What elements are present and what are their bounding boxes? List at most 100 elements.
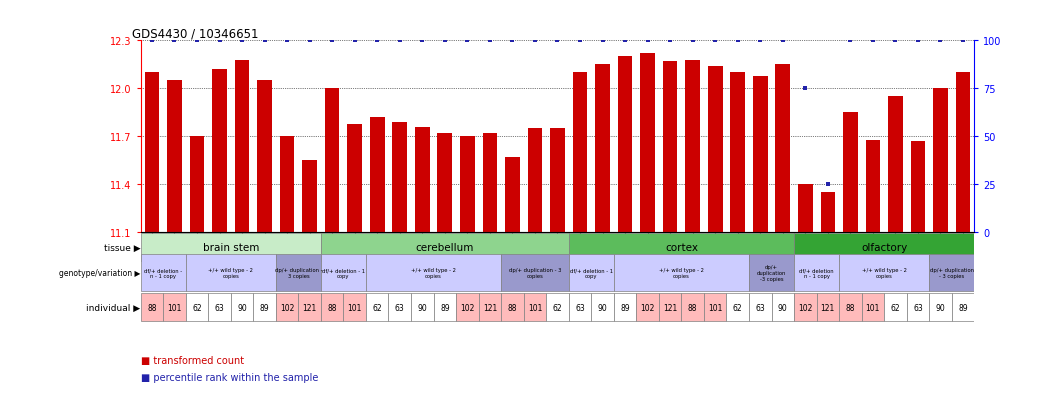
Bar xyxy=(213,70,227,233)
Point xyxy=(594,38,611,45)
Text: df/+ deletion - 1
copy: df/+ deletion - 1 copy xyxy=(570,268,613,279)
Bar xyxy=(546,293,569,322)
Bar xyxy=(775,65,790,233)
Bar xyxy=(569,254,614,292)
Bar xyxy=(888,97,902,233)
Bar xyxy=(253,293,276,322)
Bar xyxy=(433,293,456,322)
Text: 102: 102 xyxy=(798,303,813,312)
Text: 63: 63 xyxy=(395,303,404,312)
Text: 102: 102 xyxy=(461,303,474,312)
Bar xyxy=(257,81,272,233)
Text: 88: 88 xyxy=(147,303,156,312)
Bar xyxy=(749,293,771,322)
Text: ■ transformed count: ■ transformed count xyxy=(141,355,244,365)
Bar xyxy=(591,293,614,322)
Point xyxy=(685,38,701,45)
Point xyxy=(301,38,318,45)
Point xyxy=(662,38,678,45)
Point xyxy=(706,38,723,45)
Text: 62: 62 xyxy=(192,303,202,312)
Bar xyxy=(393,123,407,233)
Bar xyxy=(524,293,546,322)
Text: individual ▶: individual ▶ xyxy=(86,303,141,312)
Bar xyxy=(325,89,340,233)
Point xyxy=(774,38,791,45)
Bar xyxy=(302,161,317,233)
Bar xyxy=(276,254,321,292)
Text: 88: 88 xyxy=(846,303,855,312)
Text: dp/+ duplication
- 3 copies: dp/+ duplication - 3 copies xyxy=(929,268,973,279)
Bar xyxy=(862,293,885,322)
Text: 121: 121 xyxy=(821,303,835,312)
Bar xyxy=(907,293,929,322)
Bar xyxy=(167,81,181,233)
Bar xyxy=(934,89,948,233)
Bar xyxy=(749,254,794,292)
Text: 63: 63 xyxy=(755,303,765,312)
Point xyxy=(346,38,363,45)
Text: 90: 90 xyxy=(936,303,945,312)
Bar xyxy=(640,54,655,233)
Bar xyxy=(637,293,659,322)
Point xyxy=(212,38,228,45)
Text: tissue ▶: tissue ▶ xyxy=(103,243,141,252)
Bar xyxy=(185,254,276,292)
Bar xyxy=(456,293,478,322)
Bar xyxy=(951,293,974,322)
Point xyxy=(460,38,476,45)
Point xyxy=(887,38,903,45)
Bar xyxy=(614,293,637,322)
Text: 102: 102 xyxy=(280,303,294,312)
Text: 62: 62 xyxy=(733,303,743,312)
Point xyxy=(572,38,589,45)
Text: 121: 121 xyxy=(302,303,317,312)
Text: 90: 90 xyxy=(778,303,788,312)
Bar xyxy=(839,254,929,292)
Text: brain stem: brain stem xyxy=(202,243,259,253)
Bar xyxy=(573,73,588,233)
Bar xyxy=(885,293,907,322)
Bar xyxy=(798,185,813,233)
Bar xyxy=(501,293,524,322)
Bar xyxy=(208,293,230,322)
Bar xyxy=(141,293,164,322)
Text: 62: 62 xyxy=(891,303,900,312)
Point xyxy=(933,38,949,45)
Text: 121: 121 xyxy=(482,303,497,312)
Text: +/+ wild type - 2
copies: +/+ wild type - 2 copies xyxy=(208,268,253,279)
Bar xyxy=(726,293,749,322)
Text: 101: 101 xyxy=(708,303,722,312)
Point xyxy=(256,38,273,45)
Text: cortex: cortex xyxy=(665,243,698,253)
Point xyxy=(481,38,498,45)
Point xyxy=(797,86,814,93)
Bar xyxy=(569,293,591,322)
Bar xyxy=(866,140,880,233)
Bar xyxy=(230,293,253,322)
Text: 63: 63 xyxy=(215,303,224,312)
Point xyxy=(166,38,182,45)
Text: 88: 88 xyxy=(327,303,337,312)
Bar xyxy=(794,254,839,292)
Text: 89: 89 xyxy=(959,303,968,312)
Text: dp/+
duplication
-3 copies: dp/+ duplication -3 copies xyxy=(756,264,787,282)
Text: df/+ deletion
n - 1 copy: df/+ deletion n - 1 copy xyxy=(799,268,834,279)
Text: 89: 89 xyxy=(620,303,629,312)
Point xyxy=(414,38,430,45)
Bar xyxy=(321,293,344,322)
Text: 101: 101 xyxy=(527,303,542,312)
Text: 62: 62 xyxy=(372,303,382,312)
Text: 102: 102 xyxy=(641,303,654,312)
Text: 101: 101 xyxy=(168,303,181,312)
Bar xyxy=(185,293,208,322)
Text: 89: 89 xyxy=(440,303,450,312)
Bar xyxy=(411,293,433,322)
Bar xyxy=(911,142,925,233)
Point xyxy=(437,38,453,45)
Bar xyxy=(501,254,569,292)
Bar xyxy=(482,134,497,233)
Bar xyxy=(771,293,794,322)
Text: 101: 101 xyxy=(866,303,880,312)
Text: 121: 121 xyxy=(663,303,677,312)
